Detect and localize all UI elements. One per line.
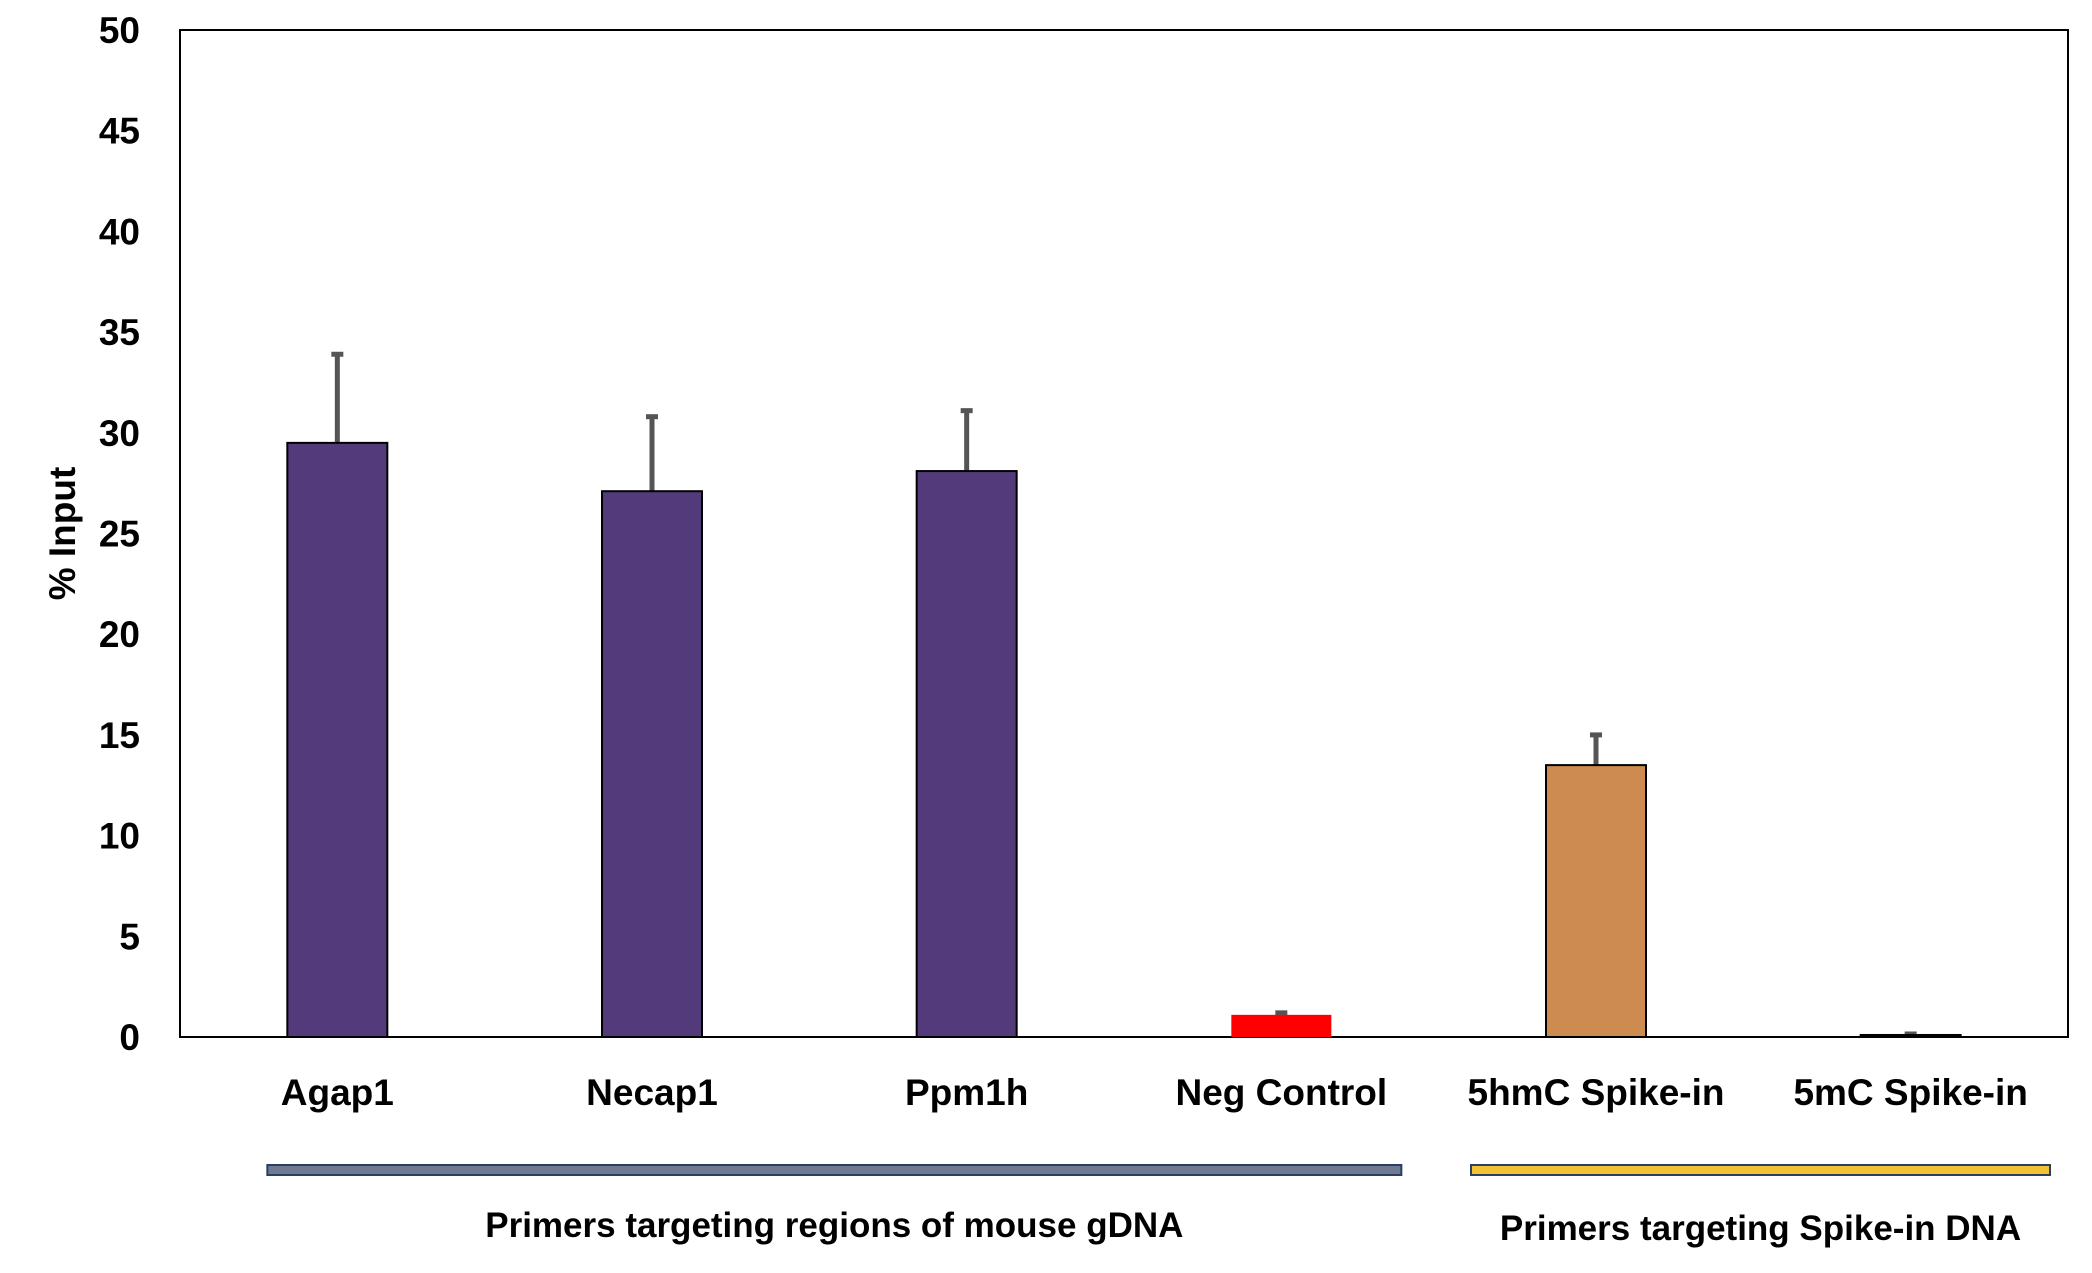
y-tick-label: 40 — [99, 211, 140, 252]
group-label: Primers targeting Spike-in DNA — [1500, 1209, 2021, 1248]
bar-agap1 — [286, 441, 389, 1038]
y-tick-label: 10 — [99, 816, 140, 857]
group-bracket-bar — [266, 1164, 1403, 1176]
plot-area-frame — [179, 29, 2069, 1038]
bar-neg-control — [1231, 1014, 1332, 1037]
y-tick-label: 50 — [99, 10, 140, 51]
x-tick-label: 5mC Spike-in — [1793, 1072, 2027, 1113]
bars — [286, 441, 1962, 1039]
y-tick-label: 20 — [99, 614, 140, 655]
x-tick-label: 5hmC Spike-in — [1468, 1072, 1725, 1113]
y-axis-title: % Input — [42, 467, 83, 601]
y-tick-label: 30 — [99, 413, 140, 454]
x-tick-label: Agap1 — [281, 1072, 394, 1113]
group-label: Primers targeting regions of mouse gDNA — [485, 1206, 1183, 1245]
y-tick-label: 45 — [99, 111, 140, 152]
x-tick-label: Neg Control — [1175, 1072, 1387, 1113]
x-tick-label: Necap1 — [586, 1072, 718, 1113]
group-bracket-bar — [1470, 1164, 2051, 1176]
x-tick-label: Ppm1h — [905, 1072, 1028, 1113]
y-tick-label: 0 — [119, 1017, 140, 1058]
bar-5mc-spike-in — [1859, 1033, 1962, 1038]
y-tick-label: 25 — [99, 514, 140, 555]
y-tick-label: 35 — [99, 312, 140, 353]
bar-5hmc-spike-in — [1545, 764, 1647, 1038]
bar-necap1 — [601, 490, 703, 1038]
error-bars — [331, 351, 1917, 1037]
y-tick-label: 5 — [119, 916, 140, 957]
category-labels: Agap1 Necap1 Ppm1h Neg Control 5hmC Spike-in… — [281, 1072, 2028, 1113]
bar-ppm1h — [915, 470, 1018, 1039]
y-axis-ticks: 0 5 10 15 20 25 30 35 40 45 50 — [99, 10, 140, 1058]
group-brackets: Primers targeting regions of mouse gDNA P… — [266, 1164, 2051, 1248]
y-tick-label: 15 — [99, 715, 140, 756]
